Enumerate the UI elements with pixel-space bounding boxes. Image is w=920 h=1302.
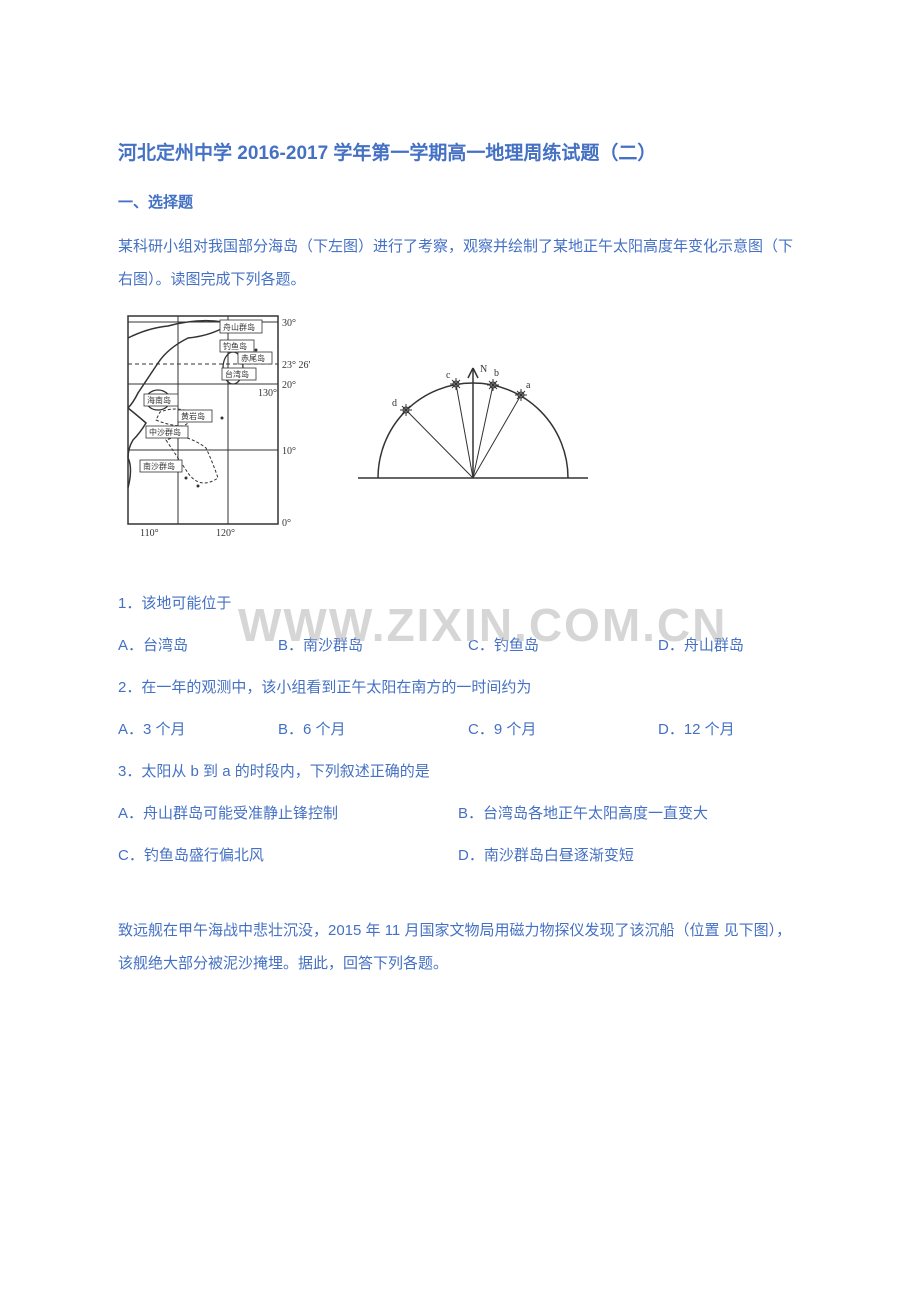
lon-130: 130°: [258, 388, 277, 399]
map-figure: 30° 23° 26' 20° 10° 0° 110° 120° 130°: [118, 308, 318, 538]
q1-opt-d: D．舟山群岛: [658, 628, 802, 664]
q1-opt-c: C．钓鱼岛: [468, 628, 658, 664]
intro-paragraph: 某科研小组对我国部分海岛（下左图）进行了考察，观察并绘制了某地正午太阳高度年变化…: [118, 230, 802, 296]
pt-b: b: [494, 368, 499, 379]
lat-10: 10°: [282, 446, 296, 457]
q2-stem: 2．在一年的观测中，该小组看到正午太阳在南方的一时间约为: [118, 670, 802, 706]
q3-options-row1: A．舟山群岛可能受准静止锋控制 B．台湾岛各地正午太阳高度一直变大: [118, 796, 802, 832]
label-zhoushan: 舟山群岛: [223, 322, 255, 332]
q2-opt-b: B．6 个月: [278, 712, 468, 748]
lat-2326: 23° 26': [282, 360, 310, 371]
sun-diagram: N: [348, 348, 598, 498]
label-zhongsha: 中沙群岛: [149, 427, 181, 437]
pt-a: a: [526, 380, 531, 391]
lat-20: 20°: [282, 380, 296, 391]
q1-opt-a: A．台湾岛: [118, 628, 278, 664]
lat-30: 30°: [282, 318, 296, 329]
label-chiwei: 赤尾岛: [241, 353, 265, 363]
label-hainan: 海南岛: [147, 395, 171, 405]
section-heading: 一、选择题: [118, 191, 802, 212]
q2-opt-d: D．12 个月: [658, 712, 802, 748]
label-taiwan: 台湾岛: [225, 369, 249, 379]
label-diaoyu: 钓鱼岛: [223, 341, 247, 351]
q2-opt-c: C．9 个月: [468, 712, 658, 748]
q1-opt-b: B．南沙群岛: [278, 628, 468, 664]
q1-options: A．台湾岛 B．南沙群岛 C．钓鱼岛 D．舟山群岛: [118, 628, 802, 664]
pt-c: c: [446, 370, 451, 381]
label-nansha: 南沙群岛: [143, 461, 175, 471]
lat-0: 0°: [282, 518, 291, 529]
label-huangyan: 黄岩岛: [181, 411, 205, 421]
q2-opt-a: A．3 个月: [118, 712, 278, 748]
q1-stem: 1．该地可能位于: [118, 586, 802, 622]
page-title: 河北定州中学 2016-2017 学年第一学期高一地理周练试题（二）: [118, 140, 802, 169]
bottom-paragraph: 致远舰在甲午海战中悲壮沉没，2015 年 11 月国家文物局用磁力物探仪发现了该…: [118, 914, 802, 980]
figures-row: 30° 23° 26' 20° 10° 0° 110° 120° 130°: [118, 308, 802, 538]
pt-d: d: [392, 398, 397, 409]
sun-c: [450, 378, 462, 390]
q3-opt-a: A．舟山群岛可能受准静止锋控制: [118, 796, 458, 832]
q3-stem: 3．太阳从 b 到 a 的时段内，下列叙述正确的是: [118, 754, 802, 790]
q3-options-row2: C．钓鱼岛盛行偏北风 D．南沙群岛白昼逐渐变短: [118, 838, 802, 874]
q3-opt-d: D．南沙群岛白昼逐渐变短: [458, 838, 802, 874]
n-label: N: [480, 364, 487, 375]
lon-110: 110°: [140, 528, 159, 538]
sun-b: [487, 379, 499, 391]
q3-opt-b: B．台湾岛各地正午太阳高度一直变大: [458, 796, 802, 832]
lon-120: 120°: [216, 528, 235, 538]
q3-opt-c: C．钓鱼岛盛行偏北风: [118, 838, 458, 874]
q2-options: A．3 个月 B．6 个月 C．9 个月 D．12 个月: [118, 712, 802, 748]
